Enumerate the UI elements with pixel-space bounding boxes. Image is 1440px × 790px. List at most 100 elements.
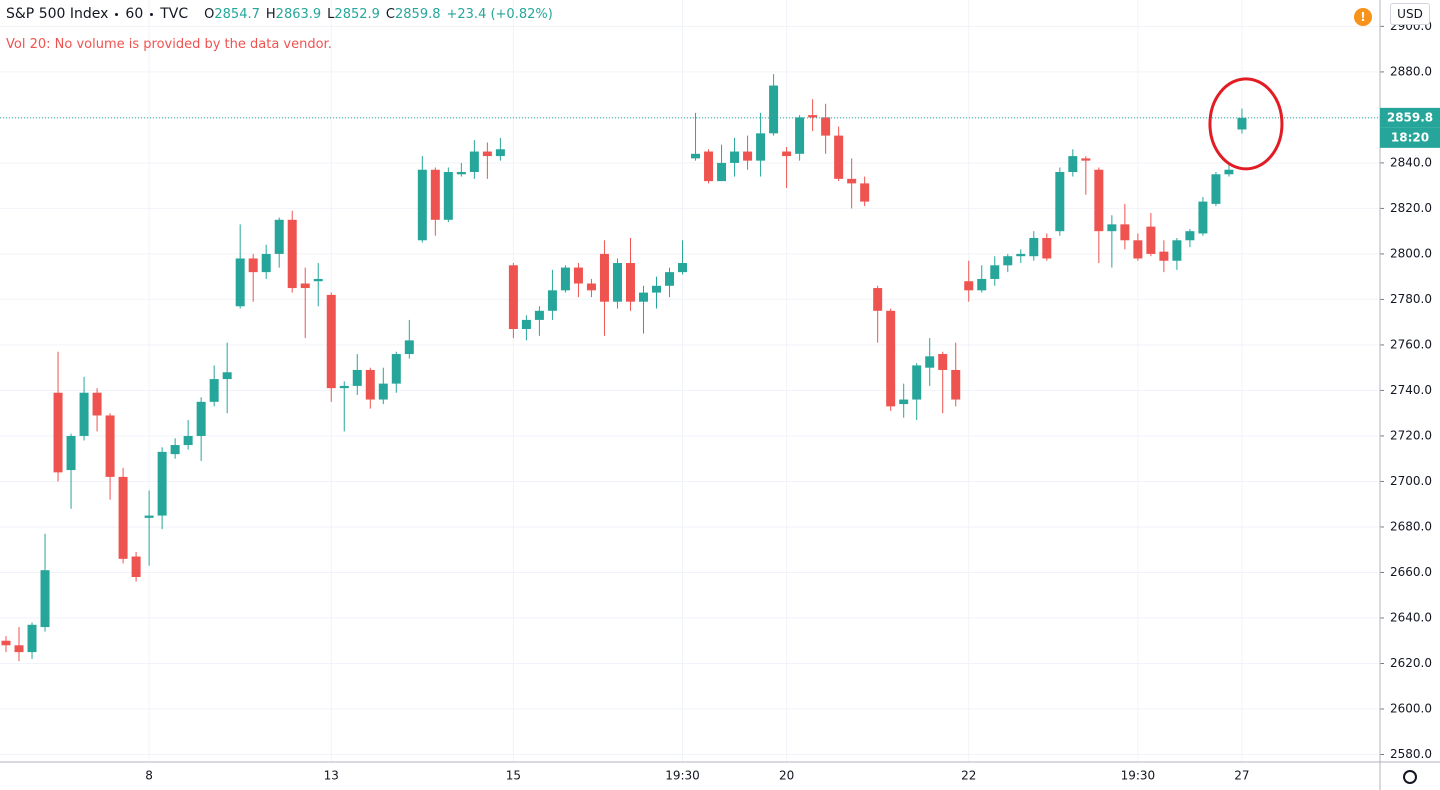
candle-body bbox=[1, 640, 11, 646]
candle-body bbox=[131, 556, 141, 578]
candle-body bbox=[704, 151, 714, 182]
x-tick-label: 8 bbox=[145, 769, 153, 783]
candle-body bbox=[313, 278, 323, 282]
x-tick-label: 15 bbox=[506, 769, 521, 783]
legend-header: S&P 500 Index 60 TVC O 2854.7 H 2863.9 L 28… bbox=[6, 6, 553, 22]
candle-body bbox=[1042, 237, 1052, 259]
candle-body bbox=[938, 354, 948, 370]
candle-body bbox=[222, 372, 232, 380]
candle-body bbox=[300, 283, 310, 289]
candle-body bbox=[1237, 117, 1247, 130]
candle-body bbox=[743, 151, 753, 161]
volume-note: Vol 20: No volume is provided by the dat… bbox=[6, 37, 332, 52]
candle-body bbox=[391, 354, 401, 384]
countdown-tag bbox=[1380, 127, 1440, 148]
candle-body bbox=[66, 435, 76, 471]
ohlc-label: H bbox=[265, 6, 276, 22]
candle-body bbox=[560, 267, 570, 291]
candle-body bbox=[625, 263, 635, 302]
candle-body bbox=[14, 645, 24, 653]
candle-body bbox=[860, 183, 870, 202]
candle-body bbox=[1185, 231, 1195, 241]
candle-body bbox=[821, 117, 831, 136]
price-tag-label: 2859.8 bbox=[1387, 110, 1433, 124]
y-tick-label: 2600.0 bbox=[1390, 701, 1432, 715]
candle-body bbox=[430, 169, 440, 220]
candle-body bbox=[964, 281, 974, 291]
x-tick-label: 22 bbox=[961, 769, 976, 783]
candle-body bbox=[795, 117, 805, 154]
annotation-circle bbox=[1208, 77, 1284, 171]
candle-body bbox=[1016, 253, 1026, 257]
candle-body bbox=[665, 272, 675, 286]
candle-body bbox=[847, 178, 857, 184]
y-tick-label: 2760.0 bbox=[1390, 337, 1432, 351]
candle-body bbox=[92, 392, 102, 416]
y-tick-label: 2840.0 bbox=[1390, 155, 1432, 169]
candle-body bbox=[547, 290, 557, 311]
x-tick-label: 19:30 bbox=[1121, 769, 1156, 783]
candle-body bbox=[691, 153, 701, 159]
candle-body bbox=[730, 151, 740, 163]
candle-body bbox=[339, 385, 349, 389]
candle-body bbox=[170, 445, 180, 455]
currency-button[interactable]: USD bbox=[1390, 3, 1430, 25]
ohlc-value: 2854.7 bbox=[214, 6, 260, 22]
candle-body bbox=[157, 451, 167, 516]
candle-body bbox=[1146, 226, 1156, 254]
candle-body bbox=[287, 219, 297, 289]
candle-body bbox=[443, 172, 453, 220]
candle-body bbox=[977, 278, 987, 291]
y-tick-label: 2580.0 bbox=[1390, 747, 1432, 761]
candle-body bbox=[482, 151, 492, 157]
candle-body bbox=[417, 169, 427, 241]
candle-body bbox=[274, 219, 284, 254]
candle-body bbox=[521, 319, 531, 330]
y-tick-label: 2660.0 bbox=[1390, 565, 1432, 579]
candle-body bbox=[495, 149, 505, 157]
ohlc-label: C bbox=[385, 6, 395, 22]
ohlc-value: 2852.9 bbox=[334, 6, 380, 22]
y-tick-label: 2800.0 bbox=[1390, 246, 1432, 260]
candle-body bbox=[808, 115, 818, 118]
candle-body bbox=[769, 85, 779, 134]
separator bbox=[150, 12, 154, 16]
candle-body bbox=[1198, 201, 1208, 234]
candle-body bbox=[248, 258, 258, 273]
source: TVC bbox=[160, 6, 189, 22]
candle-body bbox=[508, 265, 518, 330]
candle-body bbox=[469, 151, 479, 173]
alert-icon[interactable]: ! bbox=[1354, 8, 1372, 26]
candle-body bbox=[1068, 156, 1078, 173]
price-tag bbox=[1380, 107, 1440, 128]
y-tick-label: 2780.0 bbox=[1390, 292, 1432, 306]
candle-body bbox=[586, 283, 596, 291]
x-tick-label: 27 bbox=[1234, 769, 1249, 783]
candle-body bbox=[261, 253, 271, 273]
candle-body bbox=[365, 369, 375, 400]
candle-body bbox=[326, 294, 336, 389]
ohlc-value: 2863.9 bbox=[275, 6, 322, 22]
candle-body bbox=[834, 135, 844, 179]
candle-body bbox=[717, 162, 727, 182]
candle-body bbox=[1159, 251, 1169, 261]
candle-body bbox=[925, 356, 935, 368]
candle-body bbox=[1120, 224, 1130, 241]
candle-body bbox=[1133, 240, 1143, 259]
symbol[interactable]: S&P 500 Index bbox=[6, 6, 109, 22]
x-tick-label: 19:30 bbox=[665, 769, 700, 783]
candle-body bbox=[235, 258, 245, 307]
candle-body bbox=[573, 267, 583, 284]
candle-body bbox=[183, 435, 193, 446]
candle-body bbox=[678, 263, 688, 273]
candle-body bbox=[886, 310, 896, 407]
candle-body bbox=[1003, 256, 1013, 266]
settings-icon[interactable] bbox=[1403, 770, 1417, 784]
y-tick-label: 2640.0 bbox=[1390, 610, 1432, 624]
y-tick-label: 2620.0 bbox=[1390, 656, 1432, 670]
candle-body bbox=[899, 399, 909, 405]
candle-body bbox=[873, 288, 883, 311]
candle-body bbox=[534, 310, 544, 320]
candle-body bbox=[1029, 237, 1039, 257]
